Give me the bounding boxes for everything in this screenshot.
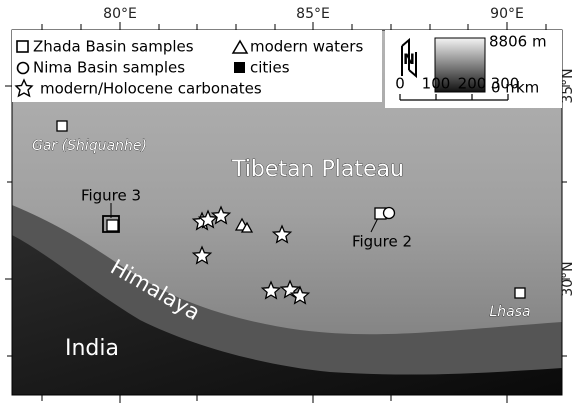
legend-city [234,62,245,73]
zhada-marker [107,220,118,231]
map: 80°E 85°E 90°E 35°N 30°N Zhada Basin sam… [0,0,574,404]
legend-label: cities [250,59,290,77]
page: { "axes": { "top": ["80°E", "85°E", "90°… [0,0,574,404]
lon-label: 80°E [103,6,137,22]
region-label: India [65,336,119,361]
elevation-max: 8806 m [489,33,547,51]
lat-label: 35°N [560,68,574,103]
city-label: Lhasa [489,304,530,320]
lon-label: 85°E [296,6,330,22]
figure-label: Figure 3 [81,187,141,205]
legend-label: Nima Basin samples [33,59,185,77]
legend-label: modern waters [250,38,363,56]
north-label: N [403,52,415,68]
scale-unit: km [516,79,539,97]
city-marker [515,288,525,298]
figure-label: Figure 2 [352,233,412,251]
city-marker [57,121,67,131]
scale-tick: 200 [458,75,487,93]
scale-tick: 100 [422,75,451,93]
region-label: Tibetan Plateau [231,157,404,182]
lat-label: 30°N [560,261,574,296]
legend-label: Zhada Basin samples [33,38,194,56]
legend-label: modern/Holocene carbonates [40,80,262,98]
lon-label: 90°E [490,6,524,22]
scale-tick: 0 [395,75,405,93]
city-label: Gar (Shiquanhe) [32,138,147,154]
nima-marker [384,208,395,219]
